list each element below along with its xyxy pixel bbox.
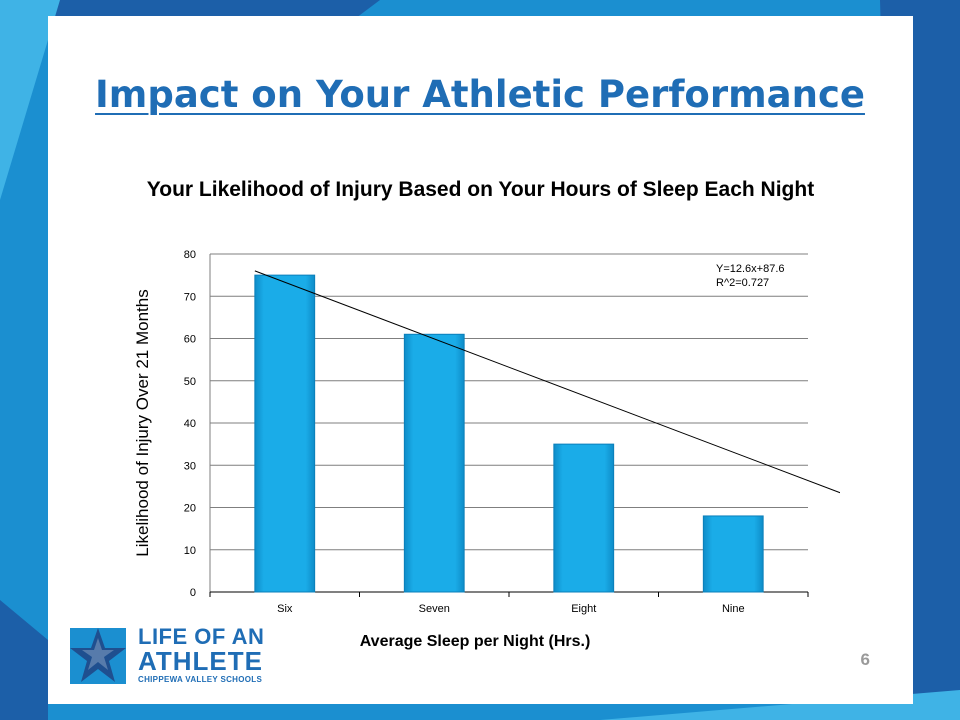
y-tick-label: 80 [184,249,196,261]
x-tick-label: Seven [419,603,450,615]
x-axis-label: Average Sleep per Night (Hrs.) [359,633,591,650]
x-tick-label: Six [277,603,293,615]
logo: LIFE OF AN ATHLETE CHIPPEWA VALLEY SCHOO… [66,624,266,688]
y-tick-label: 20 [184,503,196,515]
y-tick-label: 70 [184,291,196,303]
y-tick-label: 30 [184,460,196,472]
trendline-r-squared: R^2=0.727 [716,277,769,289]
page-title: Impact on Your Athletic Performance [95,73,865,116]
x-tick-label: Nine [722,603,745,615]
bar [254,274,316,593]
logo-line-2: ATHLETE [138,646,263,676]
star-icon [70,628,126,684]
chart-title: Your Likelihood of Injury Based on Your … [146,178,815,201]
y-tick-label: 50 [184,376,196,388]
page-number: 6 [860,650,870,669]
trendline [254,270,840,494]
y-tick-label: 60 [184,334,196,346]
bar [702,515,764,593]
logo-line-1: LIFE OF AN [138,624,265,649]
bar-chart: 0 10 20 30 40 50 60 70 80 Six Seven Eight Nine Y=12.6… [133,249,840,615]
y-tick-label: 0 [190,587,196,599]
slide-panel [48,16,913,704]
y-tick-label: 10 [184,545,196,557]
logo-line-3: CHIPPEWA VALLEY SCHOOLS [138,675,263,684]
trendline-equation: Y=12.6x+87.6 [716,263,785,275]
bar [553,443,615,593]
y-axis-label: Likelihood of Injury Over 21 Months [133,289,152,556]
x-tick-label: Eight [571,603,596,615]
bar [403,333,465,593]
y-tick-label: 40 [184,418,196,430]
